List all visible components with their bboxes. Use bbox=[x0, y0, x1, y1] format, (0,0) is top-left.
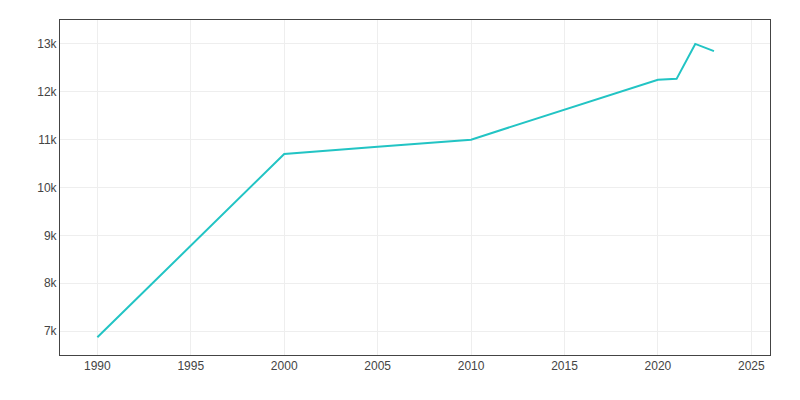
svg-text:7k: 7k bbox=[44, 324, 58, 338]
svg-text:12k: 12k bbox=[37, 85, 57, 99]
svg-text:2015: 2015 bbox=[551, 359, 578, 373]
svg-text:13k: 13k bbox=[37, 37, 57, 51]
svg-text:11k: 11k bbox=[38, 133, 57, 147]
svg-text:8k: 8k bbox=[44, 276, 58, 290]
svg-text:1995: 1995 bbox=[177, 359, 204, 373]
svg-text:2020: 2020 bbox=[645, 359, 672, 373]
svg-text:10k: 10k bbox=[37, 181, 57, 195]
svg-text:1990: 1990 bbox=[84, 359, 111, 373]
svg-text:9k: 9k bbox=[44, 229, 58, 243]
svg-text:2000: 2000 bbox=[271, 359, 298, 373]
svg-text:2005: 2005 bbox=[364, 359, 391, 373]
svg-text:2010: 2010 bbox=[458, 359, 485, 373]
svg-text:2025: 2025 bbox=[738, 359, 765, 373]
